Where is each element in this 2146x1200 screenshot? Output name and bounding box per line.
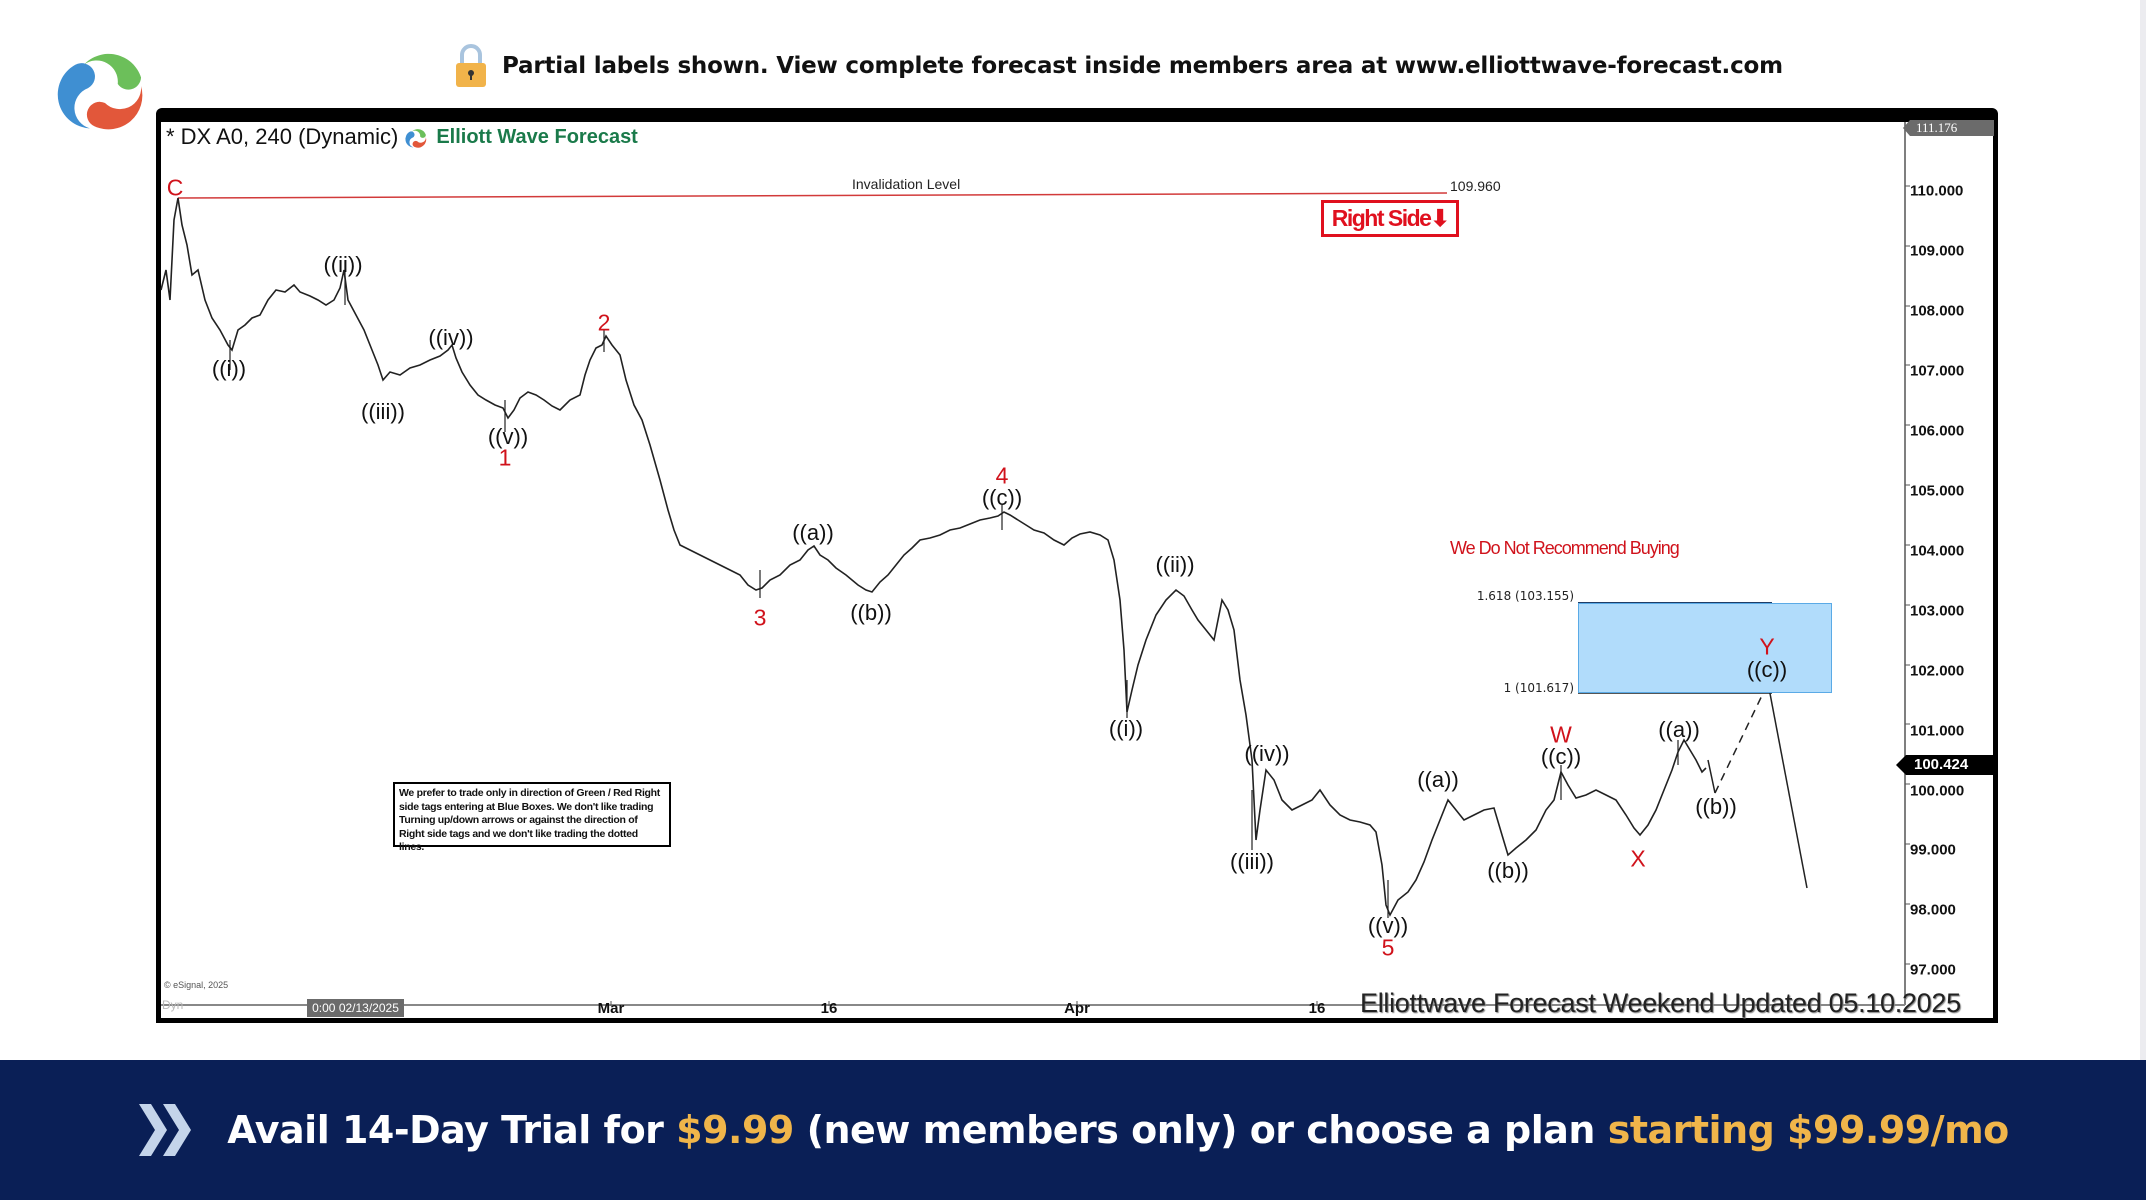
y-tick: 98.000 [1910, 901, 1956, 919]
invalidation-value: 109.960 [1450, 178, 1501, 194]
wave-label-a-2: ((a)) [1417, 767, 1459, 792]
wave-label-v-2: ((v)) [1367, 913, 1409, 938]
bar-ticks [229, 260, 1679, 918]
wave-label-i-2: ((i)) [1108, 716, 1144, 741]
dyn-label: Dyn [162, 998, 184, 1012]
wave-label-C: C [166, 174, 184, 201]
y-tick: 100.000 [1910, 782, 1965, 800]
double-chevron-right-icon [139, 1104, 192, 1156]
wave-label-c-2: ((c)) [1540, 744, 1582, 769]
brand-logo-icon [405, 129, 427, 148]
wave-label-c-3: ((c)) [1746, 657, 1788, 682]
wave-label-i: ((i)) [211, 356, 247, 381]
price-chart [160, 122, 1910, 1006]
invalidation-label: Invalidation Level [852, 176, 961, 192]
x-tick-16-apr: 16 [1308, 1000, 1326, 1017]
chart-title: * DX A0, 240 (Dynamic) Elliott Wave Fore… [166, 124, 638, 150]
projection-b-leg [1707, 759, 1716, 794]
do-not-recommend-text: We Do Not Recommend Buying [1450, 538, 1680, 558]
right-side-label: Right Side [1331, 205, 1432, 231]
wave-label-iv: ((iv)) [428, 325, 474, 350]
top-price-tag: 111.176 [1903, 120, 1994, 136]
wave-label-iii-2: ((iii)) [1230, 849, 1274, 874]
x-tick-apr: Apr [1064, 1000, 1090, 1017]
chart-area [161, 122, 1993, 1018]
trial-banner[interactable]: Avail 14-Day Trial for $9.99 (new member… [0, 1060, 2146, 1200]
fib-lower-label: 1 (101.617) [1503, 681, 1574, 695]
trial-offer-text[interactable]: Avail 14-Day Trial for $9.99 (new member… [227, 1108, 2009, 1152]
right-side-tag: Right Side⬇ [1321, 200, 1459, 237]
wave-label-X: X [1630, 845, 1646, 872]
wave-label-iii: ((iii)) [361, 399, 405, 424]
brand-name: Elliott Wave Forecast [436, 125, 638, 148]
wave-label-iv-2: ((iv)) [1244, 741, 1290, 766]
wave-label-ii-2: ((ii)) [1155, 552, 1195, 577]
wave-label-b-3: ((b)) [1695, 794, 1737, 819]
elliott-wave-forecast-logo [57, 53, 143, 130]
fib-upper-label: 1.618 (103.155) [1476, 589, 1574, 603]
trial-price: $9.99 [676, 1108, 794, 1152]
chart-frame [156, 108, 1998, 1023]
y-tick: 101.000 [1910, 722, 1965, 740]
wave-label-1: 1 [498, 444, 512, 471]
y-tick: 106.000 [1910, 422, 1965, 440]
y-tick: 104.000 [1910, 542, 1965, 560]
x-tick-16-mar: 16 [820, 1000, 838, 1017]
wave-label-Y: Y [1759, 633, 1775, 660]
update-date-label: Elliottwave Forecast Weekend Updated 05.… [1360, 988, 1961, 1018]
lock-icon [456, 44, 486, 87]
down-arrow-icon: ⬇ [1430, 205, 1449, 231]
banner-prefix: Avail 14-Day Trial for [227, 1108, 677, 1152]
wave-label-c: ((c)) [981, 485, 1023, 510]
wave-label-b: ((b)) [850, 600, 892, 625]
y-tick: 108.000 [1910, 302, 1965, 320]
y-tick: 107.000 [1910, 362, 1965, 380]
wave-label-a: ((a)) [792, 520, 834, 545]
wave-label-5: 5 [1381, 934, 1395, 961]
wave-label-W: W [1550, 721, 1572, 748]
wave-label-ii: ((ii)) [323, 252, 363, 277]
projection-down-leg [1767, 682, 1808, 889]
plan-price: starting $99.99/mo [1607, 1108, 2010, 1152]
esignal-copyright: © eSignal, 2025 [164, 980, 229, 990]
price-bars [160, 197, 1707, 917]
page-edge [2140, 0, 2146, 1060]
y-tick: 99.000 [1910, 841, 1956, 859]
partial-labels-notice: Partial labels shown. View complete fore… [454, 44, 1783, 88]
y-tick: 110.000 [1910, 182, 1964, 200]
cursor-date-tag: 0:00 02/13/2025 [307, 999, 404, 1017]
blue-box-target-zone [1578, 603, 1832, 693]
wave-label-v: ((v)) [487, 424, 529, 449]
trading-rules-legend: We prefer to trade only in direction of … [393, 782, 671, 853]
wave-label-4: 4 [995, 462, 1009, 489]
y-tick: 102.000 [1910, 662, 1965, 680]
y-tick: 97.000 [1910, 961, 1956, 979]
banner-middle: (new members only) or choose a plan [793, 1108, 1608, 1152]
instrument-label: * DX A0, 240 (Dynamic) [166, 124, 399, 149]
wave-label-3: 3 [753, 604, 767, 631]
wave-label-b-2: ((b)) [1487, 858, 1529, 883]
wave-label-2: 2 [597, 309, 611, 336]
projection-c-leg-dotted [1714, 682, 1769, 794]
wave-label-a-3: ((a)) [1658, 717, 1700, 742]
y-tick: 103.000 [1910, 602, 1965, 620]
last-price-tag: 100.424 [1896, 755, 1994, 775]
y-tick: 105.000 [1910, 482, 1965, 500]
x-tick-mar: Mar [597, 1000, 625, 1017]
notice-text: Partial labels shown. View complete fore… [502, 53, 1783, 79]
y-tick-marks [1905, 185, 1910, 965]
invalidation-line [177, 192, 1448, 199]
y-tick: 109.000 [1910, 242, 1965, 260]
